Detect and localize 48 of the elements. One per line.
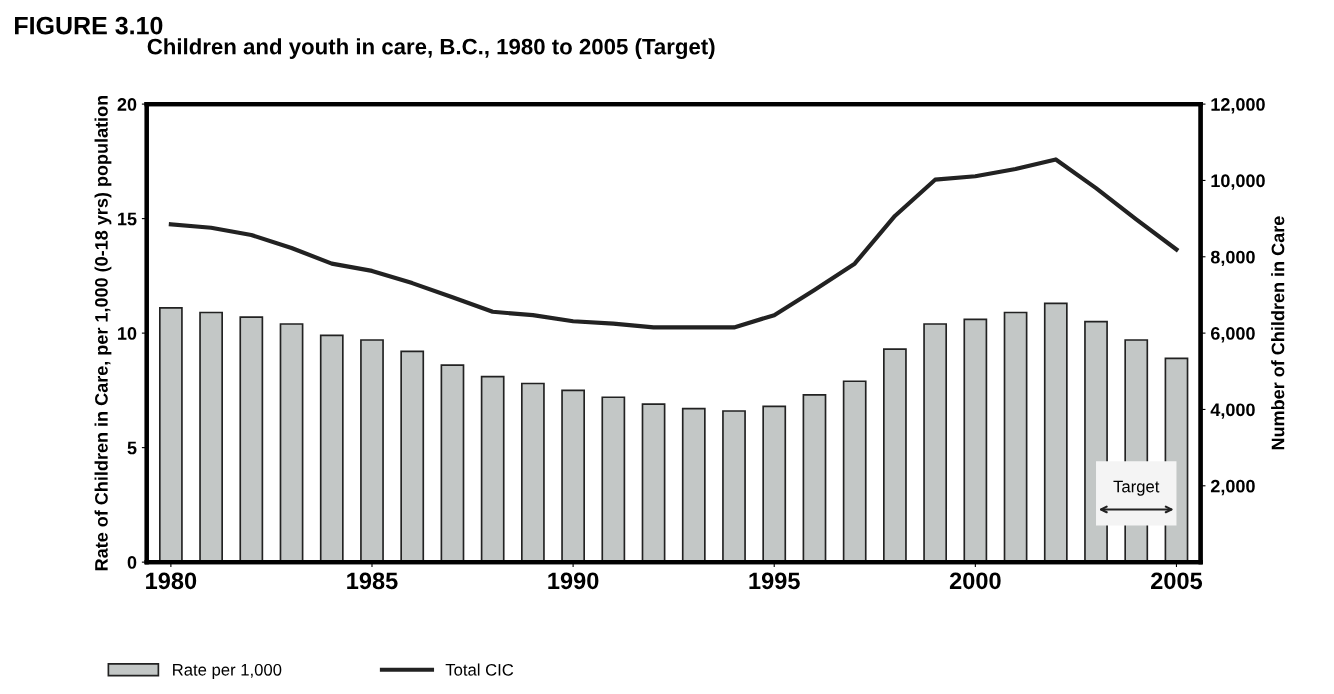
y2-tick-label: 10,000 <box>1211 174 1265 190</box>
bar <box>440 364 465 563</box>
bar <box>883 348 907 563</box>
bar <box>963 318 988 563</box>
bar <box>762 405 787 563</box>
bar <box>561 389 586 563</box>
bar <box>1043 302 1068 563</box>
band-label: Target <box>1113 480 1160 496</box>
bar <box>239 316 264 563</box>
bar <box>842 380 867 563</box>
y-tick-label: 15 <box>118 212 137 226</box>
y2-tick-label: 8,000 <box>1210 250 1255 267</box>
bar <box>400 350 425 563</box>
legend-label: Rate per 1,000 <box>173 663 282 679</box>
bar <box>279 323 304 563</box>
x-tick-label: 1980 <box>146 572 197 590</box>
y-tick-label: 0 <box>127 556 137 569</box>
bar <box>601 396 626 563</box>
y-tick-label: 20 <box>117 98 137 111</box>
chart-title: Children and youth in care, B.C., 1980 to 2005 (Target) <box>147 38 715 59</box>
bar <box>681 407 706 563</box>
x-tick-label: 2005 <box>1151 572 1203 590</box>
y2-tick-label: 2,000 <box>1210 479 1255 496</box>
bar <box>199 311 223 563</box>
y-tick-label: 5 <box>127 441 137 455</box>
x-tick-label: 1990 <box>548 572 599 590</box>
bar <box>722 410 746 563</box>
bar <box>520 382 545 563</box>
bar <box>923 323 948 563</box>
y2-axis-title: Number of Children in Care <box>1271 216 1285 450</box>
y-axis-title: Rate of Children in Care, per 1,000 (0-18 yrs) population <box>94 95 112 571</box>
bar <box>360 339 384 563</box>
caption: FIGURE 3.10 <box>15 16 163 35</box>
x-tick-label: 1995 <box>749 572 800 590</box>
legend-label: Total CIC <box>445 663 514 676</box>
y2-tick-label: 6,000 <box>1210 327 1255 343</box>
bar <box>319 334 344 563</box>
bar <box>1003 311 1028 563</box>
bar <box>641 403 666 563</box>
x-tick-label: 2000 <box>949 572 1001 590</box>
y2-tick-label: 4,000 <box>1210 403 1255 419</box>
line-series <box>168 157 1179 330</box>
bar <box>158 307 183 563</box>
y-tick-label: 10 <box>118 327 137 340</box>
x-tick-label: 1985 <box>347 572 398 590</box>
bar <box>802 394 827 563</box>
y2-tick-label: 12,000 <box>1211 98 1265 114</box>
bar <box>480 375 505 563</box>
